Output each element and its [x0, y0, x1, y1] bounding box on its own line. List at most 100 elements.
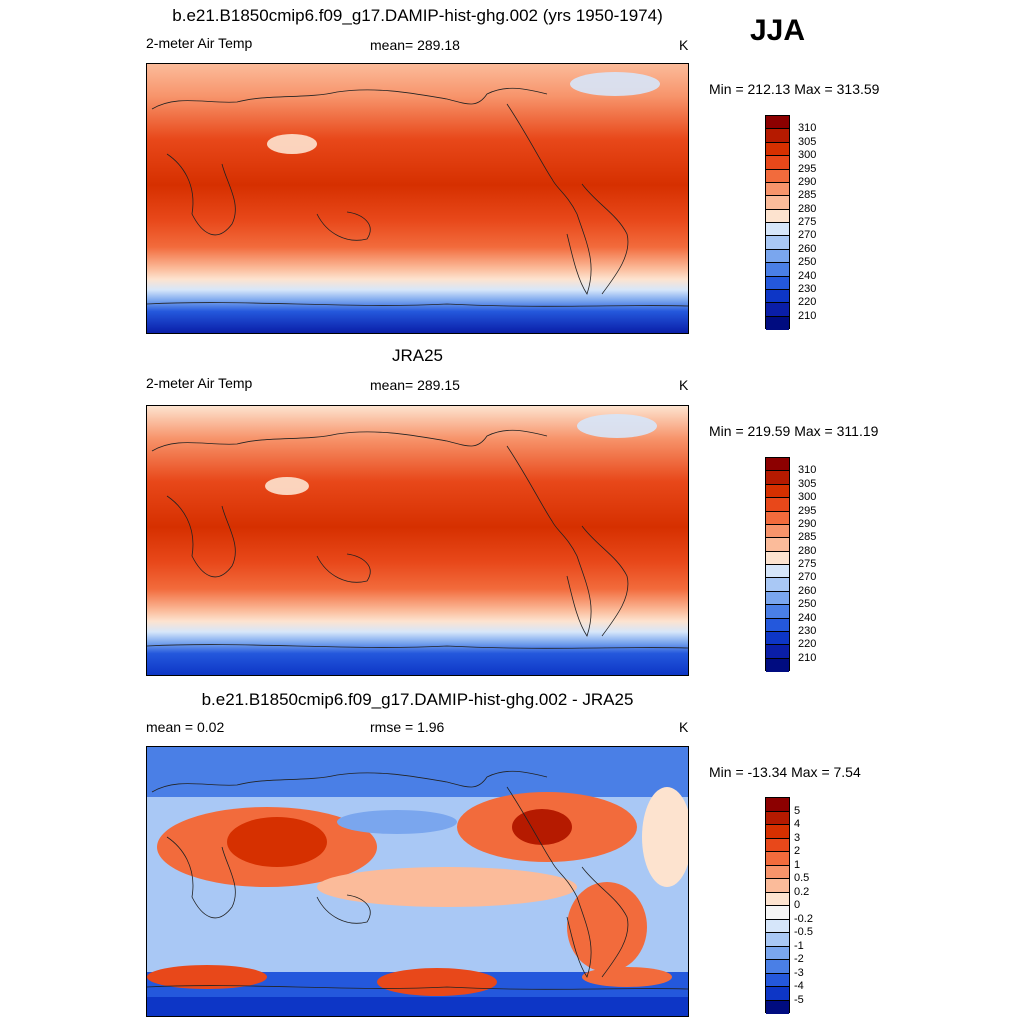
- panel-3-map: [146, 746, 689, 1017]
- colorbar-swatch: [766, 196, 789, 210]
- colorbar-tick-label: -3: [794, 966, 804, 979]
- colorbar-tick-label: 260: [798, 584, 817, 597]
- colorbar-swatch: [766, 605, 789, 619]
- colorbar-tick-label: 5: [794, 804, 801, 817]
- season-label: JJA: [750, 14, 806, 47]
- colorbar-swatch: [766, 591, 789, 606]
- colorbar-swatch: [766, 987, 789, 1001]
- colorbar-tick-label: 240: [798, 611, 817, 624]
- colorbar-swatch: [766, 658, 789, 672]
- panel-3-units-label: K: [679, 719, 689, 735]
- colorbar-tick-label: 250: [798, 256, 817, 269]
- colorbar-tick-label: 295: [798, 162, 817, 175]
- colorbar-swatch: [766, 316, 789, 330]
- colorbar-tick-label: -1: [794, 939, 804, 952]
- panel-1-map: [146, 63, 689, 334]
- colorbar-tick-label: 310: [798, 464, 817, 477]
- panel-3-mean-label: mean = 0.02: [146, 719, 225, 735]
- colorbar-tick-label: 305: [798, 135, 817, 148]
- colorbar-tick-label: 210: [798, 309, 817, 322]
- colorbar-tick-label: 240: [798, 269, 817, 282]
- colorbar-swatch: [766, 538, 789, 552]
- colorbar-swatch: [766, 116, 789, 130]
- colorbar-tick-label: 0.5: [794, 872, 810, 884]
- colorbar-swatch: [766, 933, 789, 947]
- colorbar-tick-label: 290: [798, 175, 817, 188]
- colorbar-tick-label: 2: [794, 845, 801, 857]
- colorbar-tick-label: 210: [798, 651, 817, 664]
- panel-3-rmse-label: rmse = 1.96: [370, 719, 445, 735]
- colorbar-swatch: [766, 524, 789, 539]
- colorbar-tick-label: -0.5: [794, 926, 813, 938]
- panel-2-mean-label: mean= 289.15: [370, 377, 460, 393]
- colorbar-tick-label: 310: [798, 122, 817, 135]
- colorbar-swatch: [766, 973, 789, 987]
- colorbar-swatch: [766, 249, 789, 264]
- colorbar-tick-label: 275: [798, 558, 817, 570]
- panel-1-variable-label: 2-meter Air Temp: [146, 35, 253, 51]
- colorbar-tick-label: 4: [794, 818, 801, 830]
- colorbar-swatch: [766, 289, 789, 304]
- panel-1-title: b.e21.B1850cmip6.f09_g17.DAMIP-hist-ghg.…: [172, 6, 663, 25]
- colorbar-swatch: [766, 798, 789, 812]
- colorbar-tick-label: 285: [798, 189, 817, 202]
- colorbar-swatch: [766, 565, 789, 579]
- colorbar-tick-label: 285: [798, 531, 817, 544]
- colorbar-tick-label: 295: [798, 504, 817, 517]
- colorbar-tick-label: 270: [798, 571, 817, 584]
- colorbar-swatch: [766, 209, 789, 223]
- colorbar-swatch: [766, 865, 789, 879]
- colorbar-swatch: [766, 458, 789, 472]
- colorbar-swatch: [766, 578, 789, 592]
- colorbar-tick-label: -4: [794, 980, 804, 992]
- colorbar-swatch: [766, 156, 789, 170]
- colorbar-swatch: [766, 1000, 789, 1014]
- colorbar-swatch: [766, 471, 789, 485]
- colorbar-tick-label: 0: [794, 899, 801, 911]
- panel-2-colorbar: [765, 457, 790, 672]
- colorbar-swatch: [766, 303, 789, 317]
- colorbar-swatch: [766, 906, 789, 920]
- colorbar-tick-label: 230: [798, 282, 817, 295]
- colorbar-tick-label: 220: [798, 638, 817, 651]
- colorbar-tick-label: 300: [798, 491, 817, 504]
- colorbar-swatch: [766, 618, 789, 632]
- colorbar-tick-label: 290: [798, 517, 817, 530]
- panel-3-minmax-label: Min = -13.34 Max = 7.54: [709, 764, 861, 780]
- colorbar-swatch: [766, 892, 789, 906]
- colorbar-swatch: [766, 879, 789, 893]
- colorbar-tick-label: 0.2: [794, 885, 810, 898]
- panel-1-minmax-label: Min = 212.13 Max = 313.59: [709, 81, 880, 97]
- colorbar-tick-label: 305: [798, 477, 817, 490]
- panel-2-units-label: K: [679, 377, 689, 393]
- colorbar-swatch: [766, 182, 789, 197]
- colorbar-tick-label: 250: [798, 598, 817, 611]
- colorbar-swatch: [766, 498, 789, 512]
- colorbar-swatch: [766, 825, 789, 839]
- colorbar-swatch: [766, 169, 789, 183]
- colorbar-swatch: [766, 129, 789, 143]
- colorbar-swatch: [766, 551, 789, 565]
- panel-3-colorbar: [765, 797, 790, 1014]
- colorbar-tick-label: -5: [794, 993, 804, 1006]
- colorbar-swatch: [766, 919, 789, 933]
- colorbar-tick-label: 1: [794, 858, 801, 871]
- colorbar-tick-label: -0.2: [794, 912, 813, 925]
- colorbar-swatch: [766, 142, 789, 157]
- panel-2-variable-label: 2-meter Air Temp: [146, 375, 253, 391]
- panel-2-map: [146, 405, 689, 676]
- panel-1-colorbar: [765, 115, 790, 330]
- colorbar-swatch: [766, 236, 789, 250]
- colorbar-swatch: [766, 484, 789, 499]
- panel-2-minmax-label: Min = 219.59 Max = 311.19: [709, 423, 879, 439]
- panel-3-title: b.e21.B1850cmip6.f09_g17.DAMIP-hist-ghg.…: [201, 690, 634, 709]
- panel-1-mean-label: mean= 289.18: [370, 37, 460, 53]
- colorbar-swatch: [766, 223, 789, 237]
- colorbar-swatch: [766, 276, 789, 290]
- colorbar-tick-label: -2: [794, 953, 804, 965]
- colorbar-tick-label: 270: [798, 229, 817, 242]
- panel-2-title: JRA25: [391, 346, 444, 365]
- colorbar-tick-label: 220: [798, 296, 817, 309]
- colorbar-tick-label: 280: [798, 544, 817, 557]
- colorbar-swatch: [766, 811, 789, 825]
